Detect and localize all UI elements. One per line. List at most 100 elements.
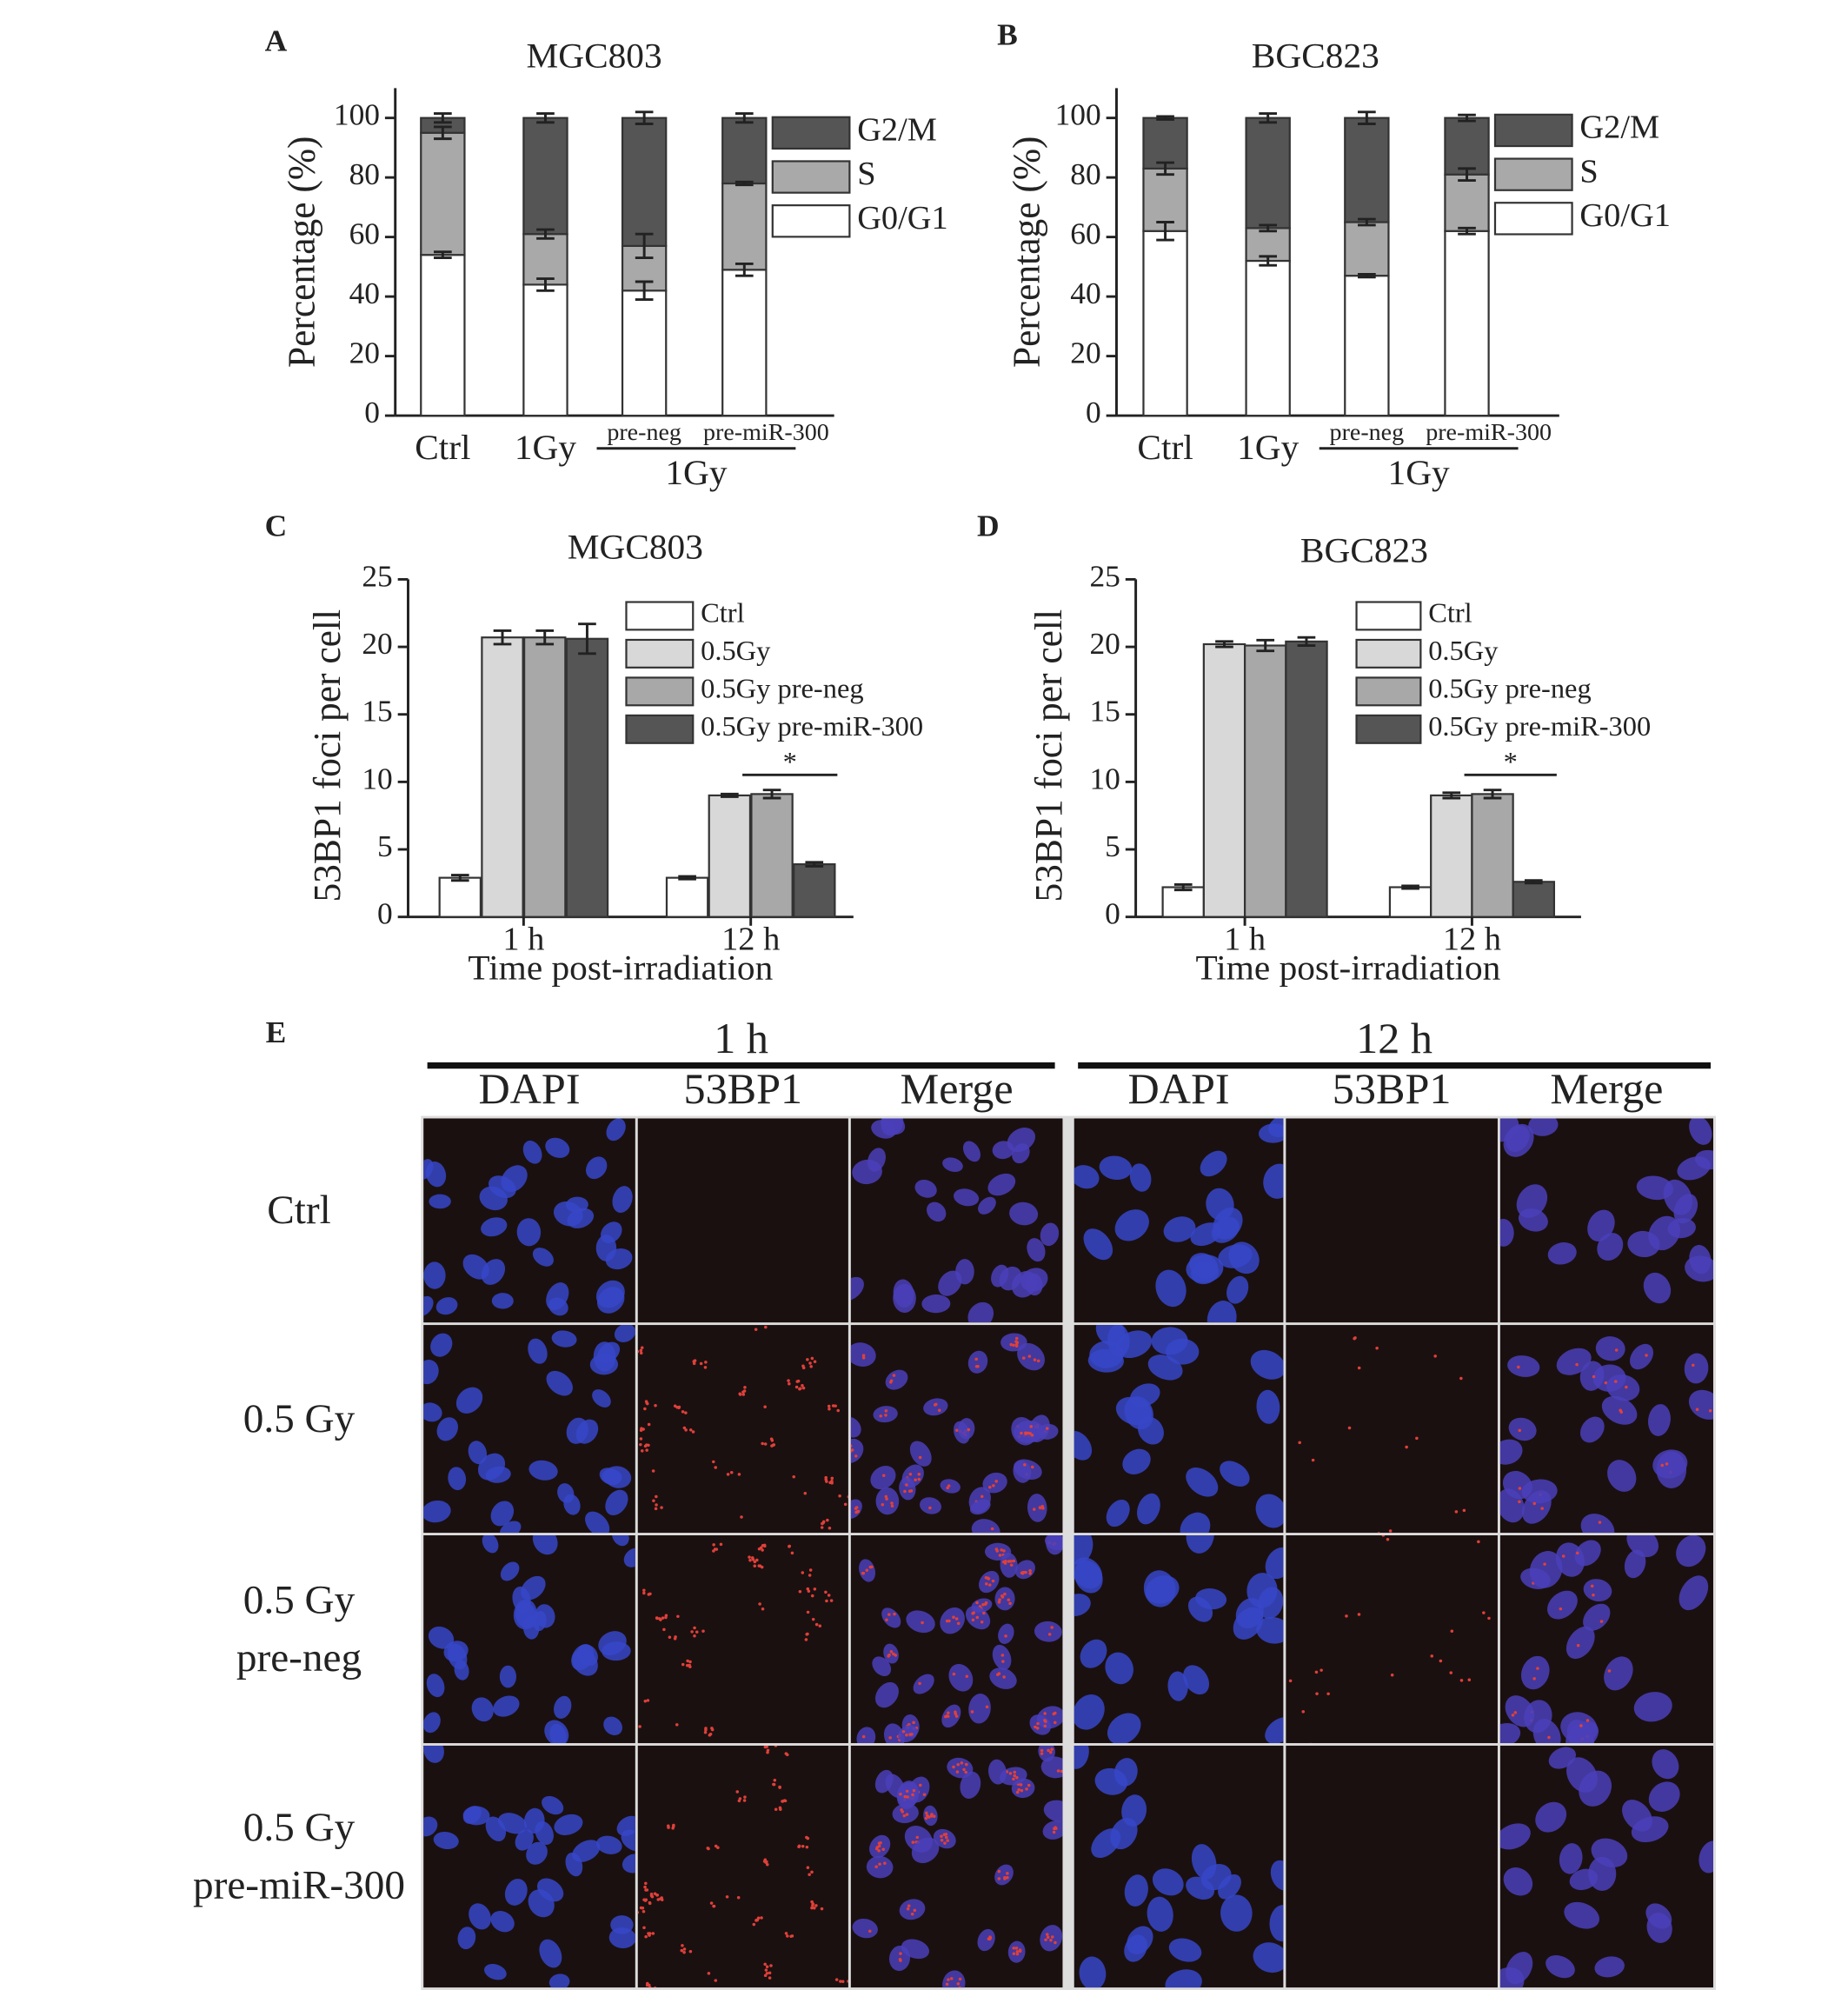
bar xyxy=(481,636,524,918)
bar xyxy=(1430,794,1473,918)
focus xyxy=(955,1428,959,1432)
focus xyxy=(1459,1376,1463,1381)
error-bar xyxy=(678,875,696,881)
nucleus xyxy=(1074,1745,1089,1769)
focus xyxy=(903,1794,907,1799)
focus xyxy=(760,1565,764,1569)
focus xyxy=(798,1388,801,1391)
y-axis-label: 53BP1 foci per cell xyxy=(307,609,349,902)
focus xyxy=(761,1607,765,1611)
micrograph-bg xyxy=(1286,1325,1498,1534)
nucleus xyxy=(852,1918,878,1939)
focus xyxy=(925,1811,928,1815)
nucleus xyxy=(1147,1896,1173,1932)
nucleus xyxy=(1587,1209,1615,1241)
focus xyxy=(770,1439,774,1442)
focus xyxy=(753,1560,757,1564)
focus xyxy=(902,1814,907,1818)
x-tick-label: 1Gy xyxy=(1237,428,1300,467)
nucleus xyxy=(528,1338,548,1364)
cells xyxy=(1074,1118,1284,1323)
nucleus xyxy=(1115,1396,1153,1426)
focus xyxy=(688,1660,692,1664)
focus xyxy=(841,1980,845,1983)
micrograph xyxy=(1286,1745,1498,1988)
focus xyxy=(1311,1458,1315,1462)
legend-swatch xyxy=(625,601,695,631)
nucleus xyxy=(1505,1695,1535,1727)
focus xyxy=(643,1699,648,1703)
focus xyxy=(1353,1337,1356,1341)
focus xyxy=(820,1907,824,1911)
focus xyxy=(850,1449,853,1453)
nucleus xyxy=(906,1610,935,1634)
focus xyxy=(1021,1356,1026,1360)
focus xyxy=(836,1408,841,1413)
nucleus xyxy=(988,1759,1007,1785)
focus xyxy=(992,1484,995,1488)
focus xyxy=(1054,1720,1057,1725)
channel-label: 53BP1 xyxy=(683,1065,802,1112)
focus xyxy=(946,1714,950,1718)
focus xyxy=(884,1409,888,1413)
focus xyxy=(763,1405,767,1408)
focus xyxy=(797,1844,801,1848)
focus xyxy=(1030,1465,1034,1469)
focus xyxy=(1003,1561,1007,1565)
focus xyxy=(810,1906,814,1910)
focus xyxy=(908,1733,912,1736)
nucleus xyxy=(1499,1218,1514,1247)
nucleus xyxy=(1113,1758,1138,1787)
focus xyxy=(738,1393,742,1396)
legend-swatch xyxy=(1355,601,1422,631)
focus xyxy=(917,1477,921,1481)
group-label: 1Gy xyxy=(665,453,728,492)
nucleus xyxy=(565,1852,583,1877)
focus xyxy=(748,1559,752,1562)
nucleus xyxy=(1529,1551,1563,1588)
focus xyxy=(657,1617,661,1621)
nucleus xyxy=(1220,1894,1253,1932)
focus xyxy=(1036,1721,1040,1726)
focus xyxy=(997,1877,1001,1880)
nucleus xyxy=(1255,1494,1284,1528)
legend-label: Ctrl xyxy=(701,597,745,629)
focus xyxy=(1559,1607,1563,1611)
focus xyxy=(1645,1354,1648,1357)
nucleus xyxy=(896,1780,920,1809)
focus xyxy=(1592,1374,1596,1379)
nucleus xyxy=(426,1674,445,1698)
micrograph xyxy=(1499,1118,1713,1323)
nucleus xyxy=(1151,1327,1188,1355)
cells xyxy=(637,1325,848,1530)
focus xyxy=(1048,1750,1053,1754)
micrograph-bg xyxy=(637,1745,848,1988)
nucleus xyxy=(938,1270,962,1296)
error-bar xyxy=(805,861,824,868)
focus xyxy=(638,1725,641,1728)
focus xyxy=(1050,1747,1054,1752)
focus xyxy=(810,1900,814,1904)
focus xyxy=(1009,1563,1014,1567)
focus xyxy=(648,1932,652,1935)
nucleus xyxy=(612,1186,633,1213)
channel-label: Merge xyxy=(901,1065,1014,1112)
x-tick-label: pre-miR-300 xyxy=(703,419,829,446)
focus xyxy=(861,1354,866,1357)
cells xyxy=(856,1535,1063,1744)
nucleus xyxy=(554,1814,583,1835)
focus xyxy=(786,1934,789,1938)
nucleus xyxy=(596,1835,622,1854)
y-tick-label: 15 xyxy=(362,695,392,729)
focus xyxy=(980,1494,984,1499)
nucleus xyxy=(883,1723,905,1744)
focus xyxy=(1357,1613,1361,1616)
focus xyxy=(1014,1336,1019,1341)
focus xyxy=(646,1699,650,1702)
nucleus xyxy=(1547,1590,1578,1620)
nucleus xyxy=(1040,1222,1060,1247)
focus xyxy=(861,1571,866,1575)
focus xyxy=(1054,1940,1057,1945)
legend-label: Ctrl xyxy=(1428,597,1472,629)
